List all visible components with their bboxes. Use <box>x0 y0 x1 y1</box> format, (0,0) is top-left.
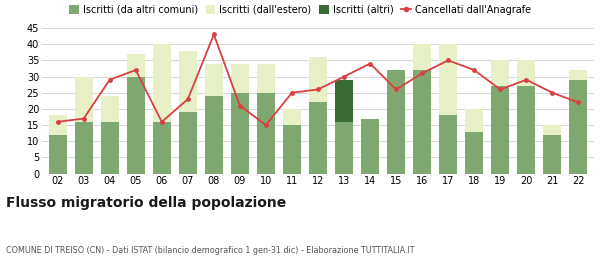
Bar <box>569 70 587 80</box>
Bar <box>309 57 327 102</box>
Bar <box>517 60 535 86</box>
Bar <box>257 93 275 174</box>
Bar <box>491 60 509 86</box>
Bar <box>283 109 301 125</box>
Bar <box>335 122 353 174</box>
Bar <box>257 64 275 93</box>
Bar <box>49 135 67 174</box>
Bar <box>465 132 484 174</box>
Bar <box>231 93 249 174</box>
Bar <box>205 96 223 174</box>
Bar <box>465 109 484 132</box>
Bar <box>387 70 405 174</box>
Bar <box>543 125 562 135</box>
Text: COMUNE DI TREISO (CN) - Dati ISTAT (bilancio demografico 1 gen-31 dic) - Elabora: COMUNE DI TREISO (CN) - Dati ISTAT (bila… <box>6 246 415 255</box>
Legend: Iscritti (da altri comuni), Iscritti (dall'estero), Iscritti (altri), Cancellati: Iscritti (da altri comuni), Iscritti (da… <box>69 5 531 15</box>
Bar <box>152 122 171 174</box>
Bar <box>101 122 119 174</box>
Bar <box>127 76 145 174</box>
Bar <box>439 115 457 174</box>
Bar <box>361 119 379 174</box>
Bar <box>152 44 171 122</box>
Bar <box>127 54 145 76</box>
Bar <box>413 44 431 70</box>
Bar <box>543 135 562 174</box>
Bar <box>335 119 353 122</box>
Bar <box>517 86 535 174</box>
Bar <box>179 112 197 174</box>
Bar <box>569 80 587 174</box>
Bar <box>205 64 223 96</box>
Bar <box>74 122 93 174</box>
Bar <box>231 64 249 93</box>
Bar <box>413 70 431 174</box>
Bar <box>101 96 119 122</box>
Bar <box>439 44 457 115</box>
Bar <box>491 86 509 174</box>
Bar <box>309 102 327 174</box>
Bar <box>283 125 301 174</box>
Bar <box>335 80 353 122</box>
Bar <box>179 51 197 112</box>
Bar <box>49 115 67 135</box>
Text: Flusso migratorio della popolazione: Flusso migratorio della popolazione <box>6 196 286 210</box>
Bar <box>74 76 93 122</box>
